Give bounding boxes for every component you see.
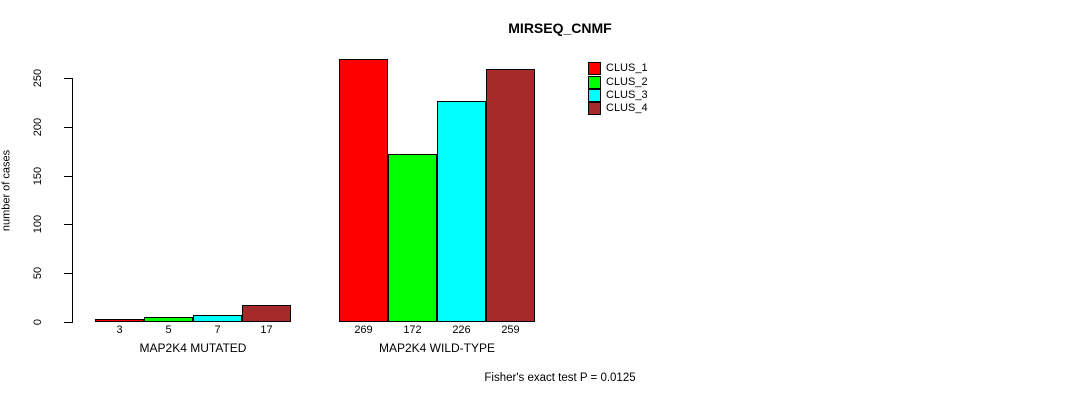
y-axis-tick-label: 150 xyxy=(32,166,44,185)
y-axis-tick-label: 50 xyxy=(32,267,44,280)
legend-item-clus_1: CLUS_1 xyxy=(588,62,648,76)
y-axis-tick-label: 200 xyxy=(32,117,44,136)
legend-swatch-icon xyxy=(588,62,601,76)
group-label-mutated: MAP2K4 MUTATED xyxy=(139,341,247,355)
y-axis-tick-label: 250 xyxy=(32,68,44,88)
legend-item-clus_3: CLUS_3 xyxy=(588,88,648,102)
bar-value-label: 172 xyxy=(403,324,422,336)
y-axis-tick-label: 100 xyxy=(32,215,44,234)
y-axis-tick xyxy=(64,78,72,79)
bar-clus_1-wild-type xyxy=(339,59,388,322)
y-axis-tick xyxy=(64,322,72,323)
legend-item-label: CLUS_3 xyxy=(606,88,648,101)
bar-value-label: 17 xyxy=(260,324,273,336)
bar-clus_2-mutated xyxy=(144,317,193,322)
bar-clus_3-wild-type xyxy=(437,101,486,322)
legend-swatch-icon xyxy=(588,88,601,102)
y-axis-line xyxy=(72,78,73,323)
bar-value-label: 7 xyxy=(214,324,221,336)
y-axis-label: number of cases xyxy=(0,149,13,232)
bar-clus_2-wild-type xyxy=(388,154,437,322)
y-axis-tick xyxy=(64,273,72,275)
bar-value-label: 226 xyxy=(452,324,471,336)
legend-item-label: CLUS_2 xyxy=(606,75,648,88)
bar-value-label: 5 xyxy=(165,324,172,336)
legend-swatch-icon xyxy=(588,102,601,116)
bar-clus_3-mutated xyxy=(193,315,242,322)
legend-item-clus_2: CLUS_2 xyxy=(588,75,648,89)
bar-clus_1-mutated xyxy=(95,319,144,322)
group-label-wild-type: MAP2K4 WILD-TYPE xyxy=(378,341,496,355)
y-axis-tick xyxy=(64,175,72,177)
chart-title: MIRSEQ_CNMF xyxy=(508,20,612,36)
legend-swatch-icon xyxy=(588,75,601,89)
legend-item-label: CLUS_4 xyxy=(606,102,648,115)
y-axis-tick xyxy=(64,126,72,128)
legend-item-clus_4: CLUS_4 xyxy=(588,102,648,116)
legend: CLUS_1 CLUS_2 CLUS_3 CLUS_4 xyxy=(588,62,648,116)
bar-clus_4-mutated xyxy=(242,305,291,322)
bar-value-label: 269 xyxy=(354,324,373,336)
bar-value-label: 259 xyxy=(501,324,520,336)
bar-value-label: 3 xyxy=(116,324,123,336)
y-axis-tick-label: 0 xyxy=(32,318,44,326)
y-axis-tick xyxy=(64,224,72,226)
legend-item-label: CLUS_1 xyxy=(606,62,648,75)
bar-clus_4-wild-type xyxy=(486,69,535,322)
fisher-test-footnote: Fisher's exact test P = 0.0125 xyxy=(484,372,636,384)
